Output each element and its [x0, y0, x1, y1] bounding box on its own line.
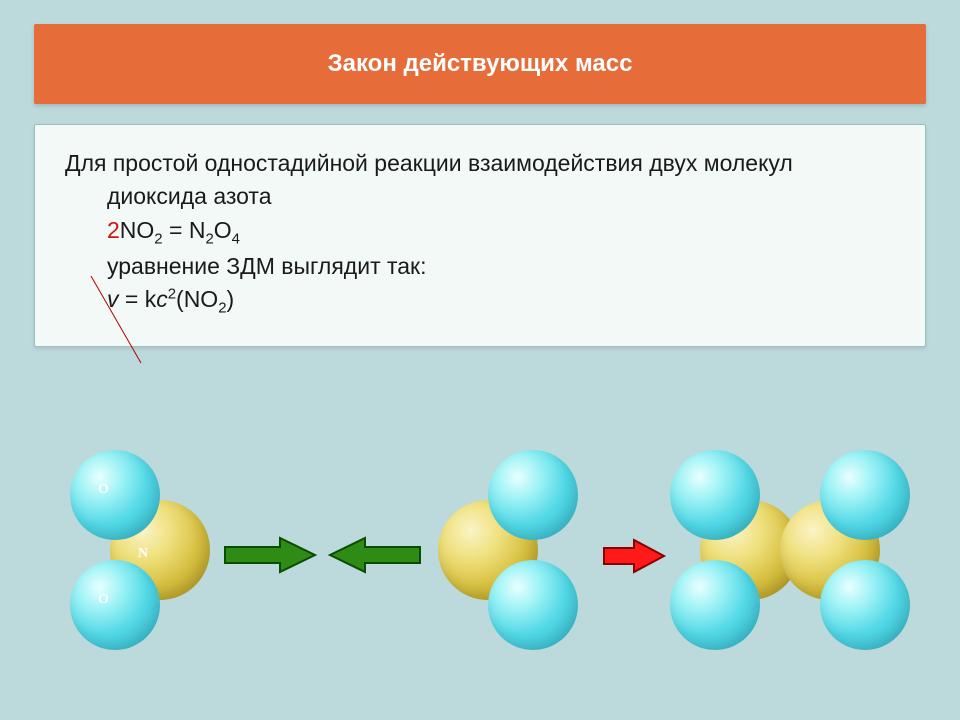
atom-n-label: N: [138, 546, 148, 562]
arrow-right-icon: [220, 535, 320, 575]
atom-o-label: O: [98, 592, 109, 608]
eq-left-sub: 2: [154, 230, 162, 247]
atom-o: [670, 560, 760, 650]
eq-right-n: N: [189, 217, 206, 243]
eq-right-o: O: [214, 217, 232, 243]
atom-o-label: O: [98, 482, 109, 498]
arrow-left-icon: [325, 535, 425, 575]
coef-2: 2: [107, 217, 120, 243]
rate-c: c: [156, 286, 168, 312]
eq-right-o-sub: 4: [232, 230, 240, 247]
atom-o: [820, 560, 910, 650]
title-bar: Закон действующих масс: [34, 24, 926, 104]
atom-o: [488, 560, 578, 650]
atom-o: [820, 450, 910, 540]
body-panel: Для простой одностадийной реакции взаимо…: [34, 124, 926, 347]
arrow-red-icon: [600, 538, 670, 574]
rate-eq: = k: [119, 286, 157, 312]
reaction-diagram: O N O: [60, 440, 900, 670]
eq-left: NO: [120, 217, 155, 243]
rate-v: v: [107, 286, 119, 312]
equation-line: 2NO2 = N2O4: [65, 214, 895, 250]
atom-o: [670, 450, 760, 540]
eq-equals: =: [163, 217, 189, 243]
body-line-1: Для простой одностадийной реакции взаимо…: [65, 147, 895, 214]
atom-o: [70, 450, 160, 540]
atom-o: [70, 560, 160, 650]
eq-right-n-sub: 2: [205, 230, 213, 247]
rate-line: v = kc2(NO2): [65, 283, 895, 319]
slide-title: Закон действующих масс: [328, 50, 633, 77]
body-line-3: уравнение ЗДМ выглядит так:: [65, 250, 895, 283]
slide: Закон действующих масс Для простой однос…: [0, 0, 960, 720]
rate-close: ): [227, 286, 235, 312]
atom-o: [488, 450, 578, 540]
rate-sup: 2: [168, 286, 176, 303]
rate-open: (NO: [176, 286, 218, 312]
rate-sub: 2: [218, 300, 226, 317]
